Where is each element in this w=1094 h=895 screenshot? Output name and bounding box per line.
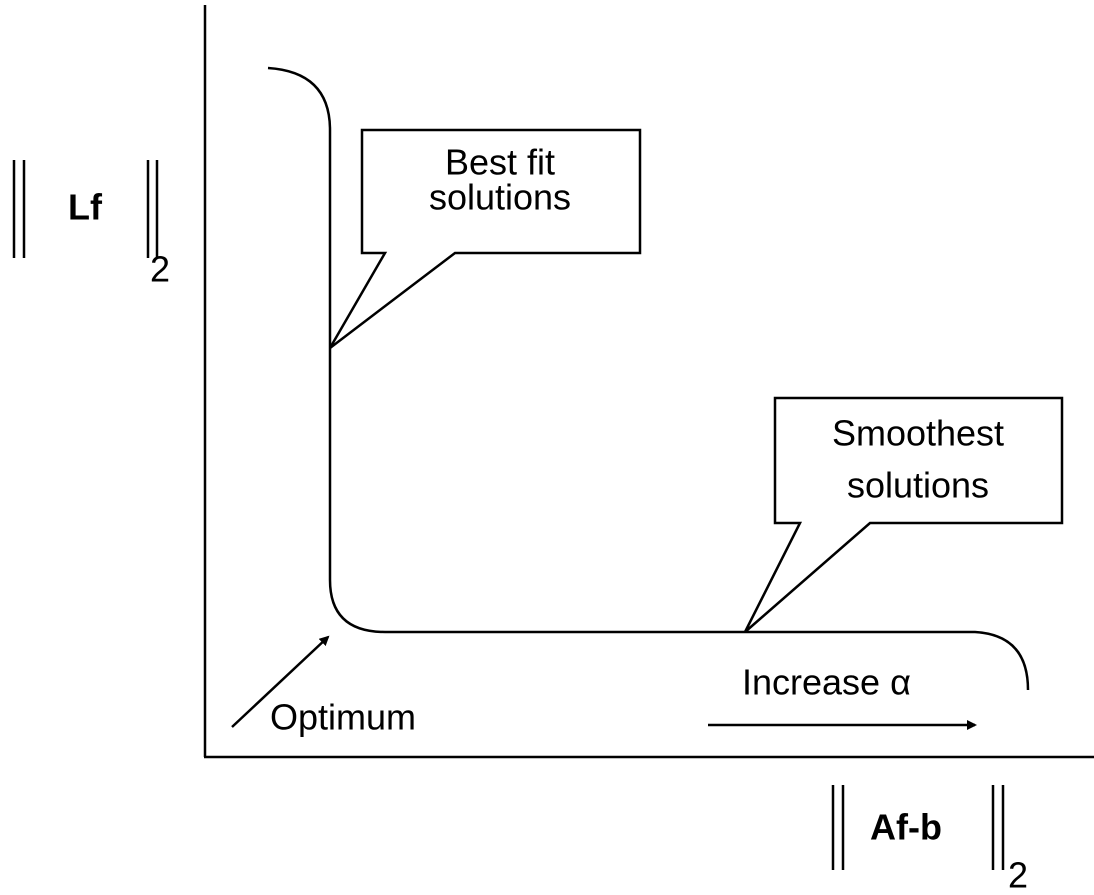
- y-label-text: Lf: [68, 187, 103, 228]
- x-axis-label: Af-b 2: [831, 785, 1028, 895]
- callout-text: Best fit: [445, 142, 555, 183]
- x-label-text: Af-b: [870, 807, 942, 848]
- increase-label: Increase α: [742, 662, 911, 703]
- optimum-arrow: [231, 635, 330, 728]
- x-label-subscript: 2: [1008, 855, 1028, 895]
- l-curve: [267, 66, 1030, 691]
- y-label-subscript: 2: [150, 249, 170, 290]
- callout-text: Smoothest: [832, 413, 1004, 454]
- callout-box: [328, 128, 642, 349]
- callout-box: [743, 396, 1064, 633]
- optimum-label: Optimum: [270, 697, 416, 738]
- y-axis-label: Lf 2: [12, 160, 170, 290]
- callout-text: solutions: [429, 177, 571, 218]
- callout-text: solutions: [847, 465, 989, 506]
